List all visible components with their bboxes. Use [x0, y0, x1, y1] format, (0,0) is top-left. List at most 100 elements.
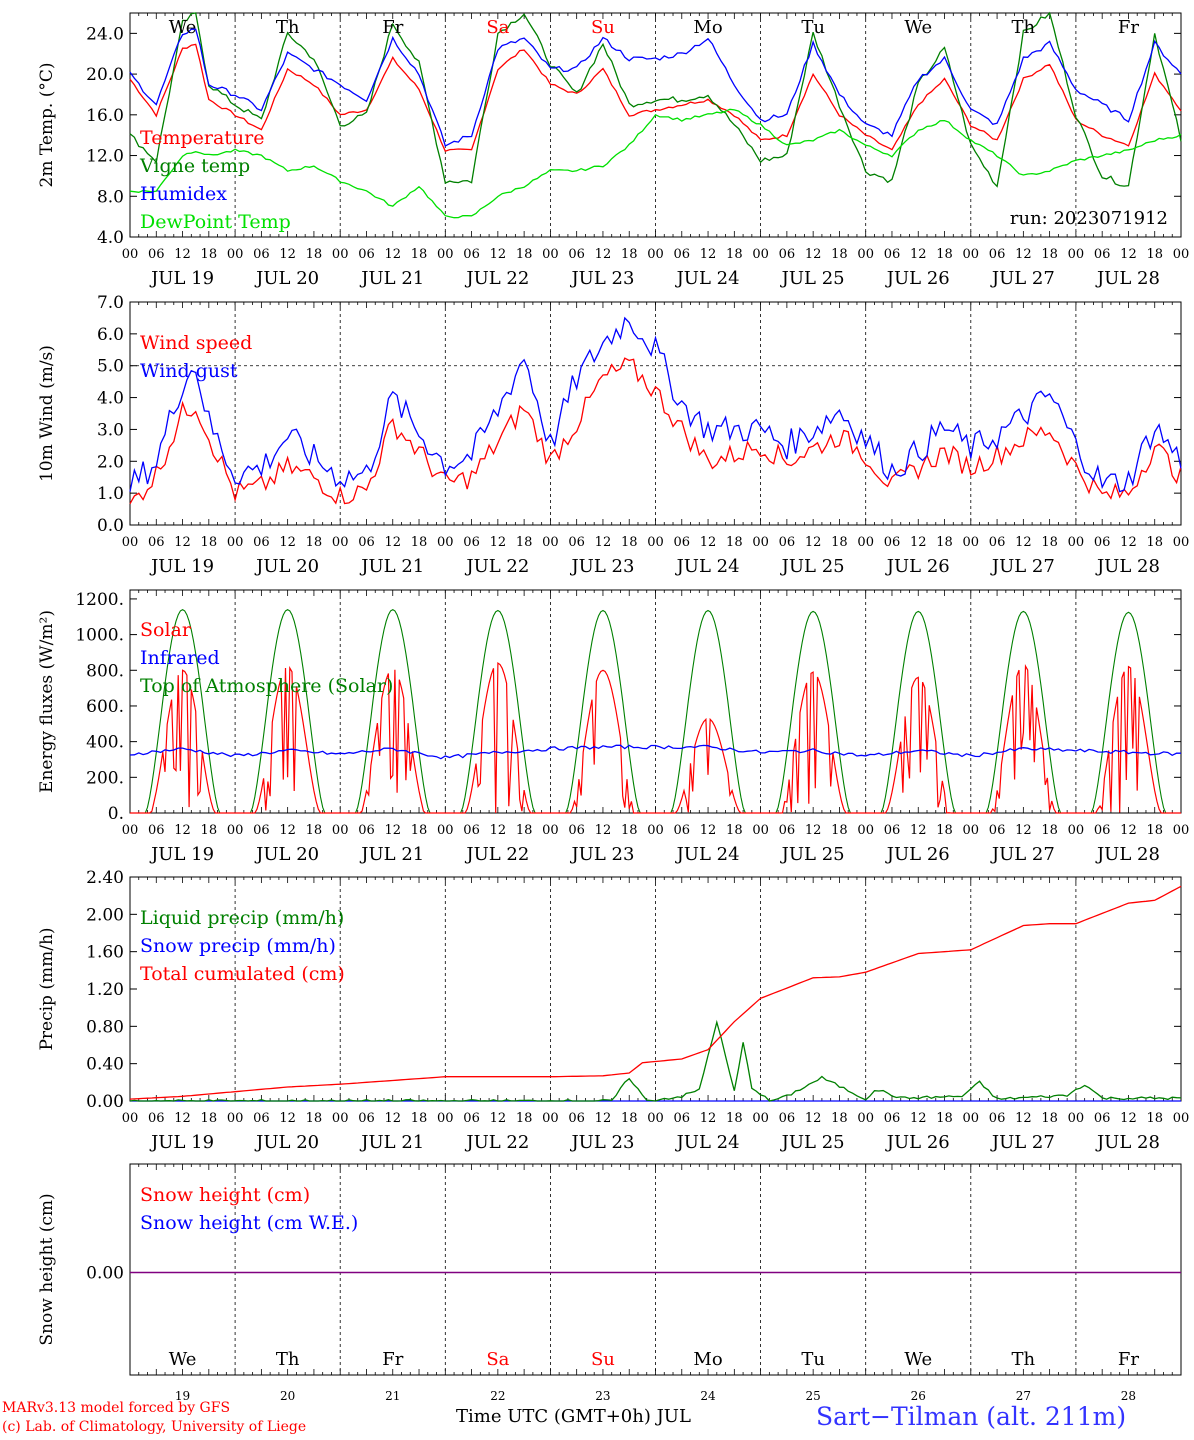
hour-tick-label: 06 — [148, 535, 165, 550]
y-tick-label: 8.0 — [97, 187, 124, 207]
hour-tick-label: 12 — [595, 823, 612, 838]
legend-entry: Total cumulated (cm) — [140, 963, 345, 985]
hour-tick-label: 18 — [201, 247, 218, 262]
hour-tick-label: 12 — [490, 535, 507, 550]
hour-tick-label: 06 — [358, 823, 375, 838]
date-label: JUL 27 — [990, 268, 1055, 289]
hour-tick-label: 12 — [805, 247, 822, 262]
hour-tick-label: 12 — [910, 535, 927, 550]
y-tick-label: 600. — [86, 697, 124, 717]
date-label: JUL 21 — [359, 268, 424, 289]
hour-tick-label: 00 — [963, 1111, 980, 1126]
hour-tick-label: 12 — [700, 247, 717, 262]
series-line — [129, 108, 1182, 219]
hour-tick-label: 12 — [174, 1111, 191, 1126]
date-label: JUL 20 — [254, 1132, 319, 1153]
time-axis-label: Time UTC (GMT+0h) JUL — [456, 1406, 691, 1427]
day-abbr: Fr — [382, 1349, 403, 1370]
hour-tick-label: 06 — [884, 1111, 901, 1126]
hour-tick-label: 00 — [227, 535, 244, 550]
hour-tick-label: 12 — [384, 823, 401, 838]
hour-tick-label: 06 — [674, 1111, 691, 1126]
y-tick-label: 1.20 — [86, 980, 124, 1000]
hour-tick-label: 06 — [1094, 247, 1111, 262]
date-label: JUL 20 — [254, 556, 319, 577]
series-line — [129, 885, 1182, 1100]
hour-tick-label: 12 — [805, 535, 822, 550]
hour-tick-label: 12 — [1120, 823, 1137, 838]
hour-tick-label: 06 — [253, 823, 270, 838]
hour-tick-label: 06 — [253, 247, 270, 262]
hour-tick-label: 06 — [1094, 535, 1111, 550]
hour-tick-label: 12 — [174, 247, 191, 262]
hour-tick-label: 06 — [463, 823, 480, 838]
hour-tick-label: 00 — [963, 823, 980, 838]
hour-tick-label: 18 — [831, 1111, 848, 1126]
hour-tick-label: 06 — [358, 247, 375, 262]
hour-tick-label: 18 — [306, 1111, 323, 1126]
day-number: 24 — [700, 1389, 716, 1403]
hour-tick-label: 12 — [174, 535, 191, 550]
hour-tick-label: 12 — [1120, 535, 1137, 550]
date-label: JUL 24 — [675, 556, 740, 577]
day-abbr: Fr — [382, 17, 403, 38]
date-label: JUL 28 — [1095, 556, 1160, 577]
hour-tick-label: 00 — [332, 823, 349, 838]
hour-tick-label: 00 — [542, 1111, 559, 1126]
hour-tick-label: 18 — [411, 535, 428, 550]
hour-tick-label: 12 — [1015, 823, 1032, 838]
series-line — [129, 1019, 1182, 1102]
day-number: 22 — [490, 1389, 505, 1403]
date-label: JUL 22 — [464, 268, 529, 289]
panel-frame — [129, 589, 1182, 814]
hour-tick-label: 00 — [437, 535, 454, 550]
station-label: Sart−Tilman (alt. 211m) — [816, 1402, 1127, 1431]
hour-tick-label: 18 — [621, 823, 638, 838]
hour-tick-label: 00 — [437, 823, 454, 838]
hour-tick-label: 00 — [227, 1111, 244, 1126]
hour-tick-label: 00 — [122, 535, 139, 550]
y-tick-label: 1.60 — [86, 943, 124, 963]
hour-tick-label: 18 — [411, 823, 428, 838]
day-abbr: Th — [276, 17, 300, 38]
day-abbr: We — [904, 17, 932, 38]
hour-tick-label: 00 — [332, 1111, 349, 1126]
y-tick-label: 4.0 — [97, 389, 124, 409]
run-label: run: 2023071912 — [1010, 208, 1168, 229]
date-label: JUL 27 — [990, 844, 1055, 865]
hour-tick-label: 00 — [647, 247, 664, 262]
y-tick-label: 400. — [86, 733, 124, 753]
legend-entry: Liquid precip (mm/h) — [140, 907, 344, 929]
y-tick-label: 2.00 — [86, 905, 124, 925]
hour-tick-label: 06 — [1094, 1111, 1111, 1126]
date-label: JUL 24 — [675, 844, 740, 865]
date-label: JUL 27 — [990, 556, 1055, 577]
y-axis-label: 2m Temp. (°C) — [37, 62, 57, 187]
date-label: JUL 25 — [780, 556, 845, 577]
day-number: 25 — [806, 1389, 821, 1403]
hour-tick-label: 00 — [647, 1111, 664, 1126]
series-line — [129, 316, 1182, 493]
hour-tick-label: 06 — [884, 823, 901, 838]
hour-tick-label: 12 — [805, 823, 822, 838]
series-line — [129, 28, 1182, 147]
hour-tick-label: 00 — [1173, 1111, 1190, 1126]
hour-tick-label: 18 — [1146, 1111, 1163, 1126]
series-line — [129, 11, 1182, 188]
legend-entry: Humidex — [140, 183, 227, 205]
hour-tick-label: 18 — [1146, 535, 1163, 550]
hour-tick-label: 12 — [490, 1111, 507, 1126]
hour-tick-label: 00 — [437, 247, 454, 262]
hour-tick-label: 00 — [332, 535, 349, 550]
hour-tick-label: 00 — [752, 535, 769, 550]
hour-tick-label: 06 — [989, 823, 1006, 838]
legend-entry: Vigne temp — [139, 155, 250, 177]
date-label: JUL 24 — [675, 268, 740, 289]
legend-entry: Snow height (cm) — [140, 1184, 310, 1206]
hour-tick-label: 18 — [726, 1111, 743, 1126]
hour-tick-label: 18 — [621, 247, 638, 262]
hour-tick-label: 12 — [700, 1111, 717, 1126]
hour-tick-label: 12 — [279, 535, 296, 550]
date-label: JUL 23 — [569, 1132, 634, 1153]
date-label: JUL 26 — [885, 844, 950, 865]
